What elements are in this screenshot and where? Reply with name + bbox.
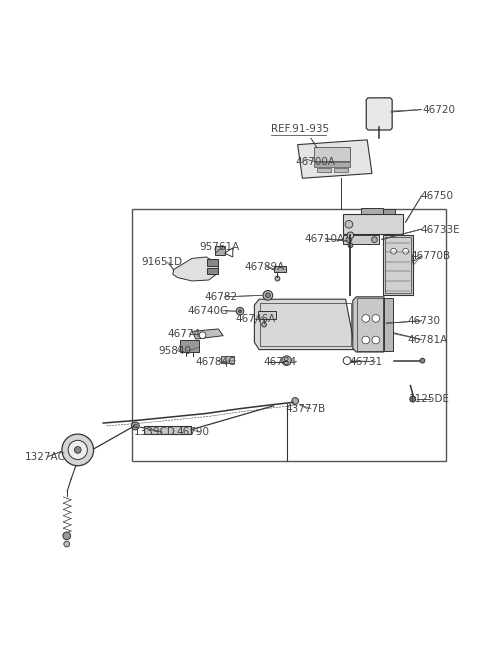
Bar xyxy=(314,146,350,161)
Circle shape xyxy=(346,237,352,243)
Text: 46790: 46790 xyxy=(177,427,210,437)
Circle shape xyxy=(199,332,206,338)
Circle shape xyxy=(347,232,354,239)
Bar xyxy=(215,247,225,255)
Text: 46784: 46784 xyxy=(263,357,296,367)
Circle shape xyxy=(420,358,425,363)
Circle shape xyxy=(343,357,351,365)
Polygon shape xyxy=(173,257,218,281)
Text: 46746A: 46746A xyxy=(235,314,276,324)
Circle shape xyxy=(64,541,70,547)
Circle shape xyxy=(133,424,137,428)
Circle shape xyxy=(372,336,380,344)
Circle shape xyxy=(292,398,299,404)
Text: 43777B: 43777B xyxy=(286,403,326,414)
Circle shape xyxy=(236,308,244,315)
Text: 46774: 46774 xyxy=(167,329,200,339)
Bar xyxy=(385,237,411,293)
Circle shape xyxy=(275,276,280,281)
FancyBboxPatch shape xyxy=(366,98,392,130)
Polygon shape xyxy=(298,140,372,178)
Text: 46782: 46782 xyxy=(204,292,237,302)
Polygon shape xyxy=(254,299,355,350)
Polygon shape xyxy=(343,215,403,234)
Text: 1327AC: 1327AC xyxy=(25,451,66,462)
Bar xyxy=(207,259,218,266)
Bar xyxy=(180,340,199,352)
Text: REF.91-935: REF.91-935 xyxy=(271,124,329,134)
Text: 91651D: 91651D xyxy=(142,257,183,267)
Bar xyxy=(334,168,348,173)
Circle shape xyxy=(63,532,71,540)
Bar xyxy=(274,266,286,272)
Circle shape xyxy=(239,310,241,313)
Circle shape xyxy=(410,396,416,402)
Circle shape xyxy=(282,356,291,365)
Bar xyxy=(221,356,234,363)
Circle shape xyxy=(348,243,353,248)
Bar xyxy=(384,298,393,350)
Bar xyxy=(383,209,395,215)
Circle shape xyxy=(372,237,377,243)
Polygon shape xyxy=(192,329,223,339)
Circle shape xyxy=(391,249,396,254)
Text: 46770B: 46770B xyxy=(410,251,451,261)
Circle shape xyxy=(262,322,266,327)
Circle shape xyxy=(345,220,353,228)
Circle shape xyxy=(68,440,87,459)
Bar xyxy=(357,298,383,351)
Bar xyxy=(383,236,413,295)
Text: 46730: 46730 xyxy=(407,316,440,326)
Bar xyxy=(144,426,191,434)
Text: 46781A: 46781A xyxy=(407,335,447,345)
Circle shape xyxy=(362,336,370,344)
Bar xyxy=(317,168,331,173)
Polygon shape xyxy=(353,297,384,352)
Circle shape xyxy=(74,447,81,453)
Text: 46733E: 46733E xyxy=(420,224,460,235)
Text: 95761A: 95761A xyxy=(199,242,240,253)
Text: 95840: 95840 xyxy=(158,346,192,356)
Bar xyxy=(260,303,351,346)
Circle shape xyxy=(132,422,139,430)
Circle shape xyxy=(403,249,408,254)
Circle shape xyxy=(362,315,370,322)
Text: 46740G: 46740G xyxy=(187,306,228,316)
Text: 46720: 46720 xyxy=(422,104,456,115)
Bar xyxy=(343,236,379,244)
Text: 46710A: 46710A xyxy=(305,234,345,244)
Text: 46700A: 46700A xyxy=(295,157,335,167)
Bar xyxy=(314,162,350,167)
Circle shape xyxy=(265,293,270,298)
Bar xyxy=(361,208,383,215)
Text: 46784C: 46784C xyxy=(196,357,236,367)
Circle shape xyxy=(372,315,380,322)
Text: 1125DE: 1125DE xyxy=(409,394,450,403)
Text: 1339CD: 1339CD xyxy=(133,427,175,437)
Bar xyxy=(207,268,218,274)
Circle shape xyxy=(263,291,273,300)
Bar xyxy=(258,311,276,319)
Text: 46789A: 46789A xyxy=(245,262,285,272)
Text: 46750: 46750 xyxy=(420,191,453,201)
Bar xyxy=(132,209,446,461)
Circle shape xyxy=(62,434,94,466)
Text: 46731: 46731 xyxy=(349,357,383,367)
